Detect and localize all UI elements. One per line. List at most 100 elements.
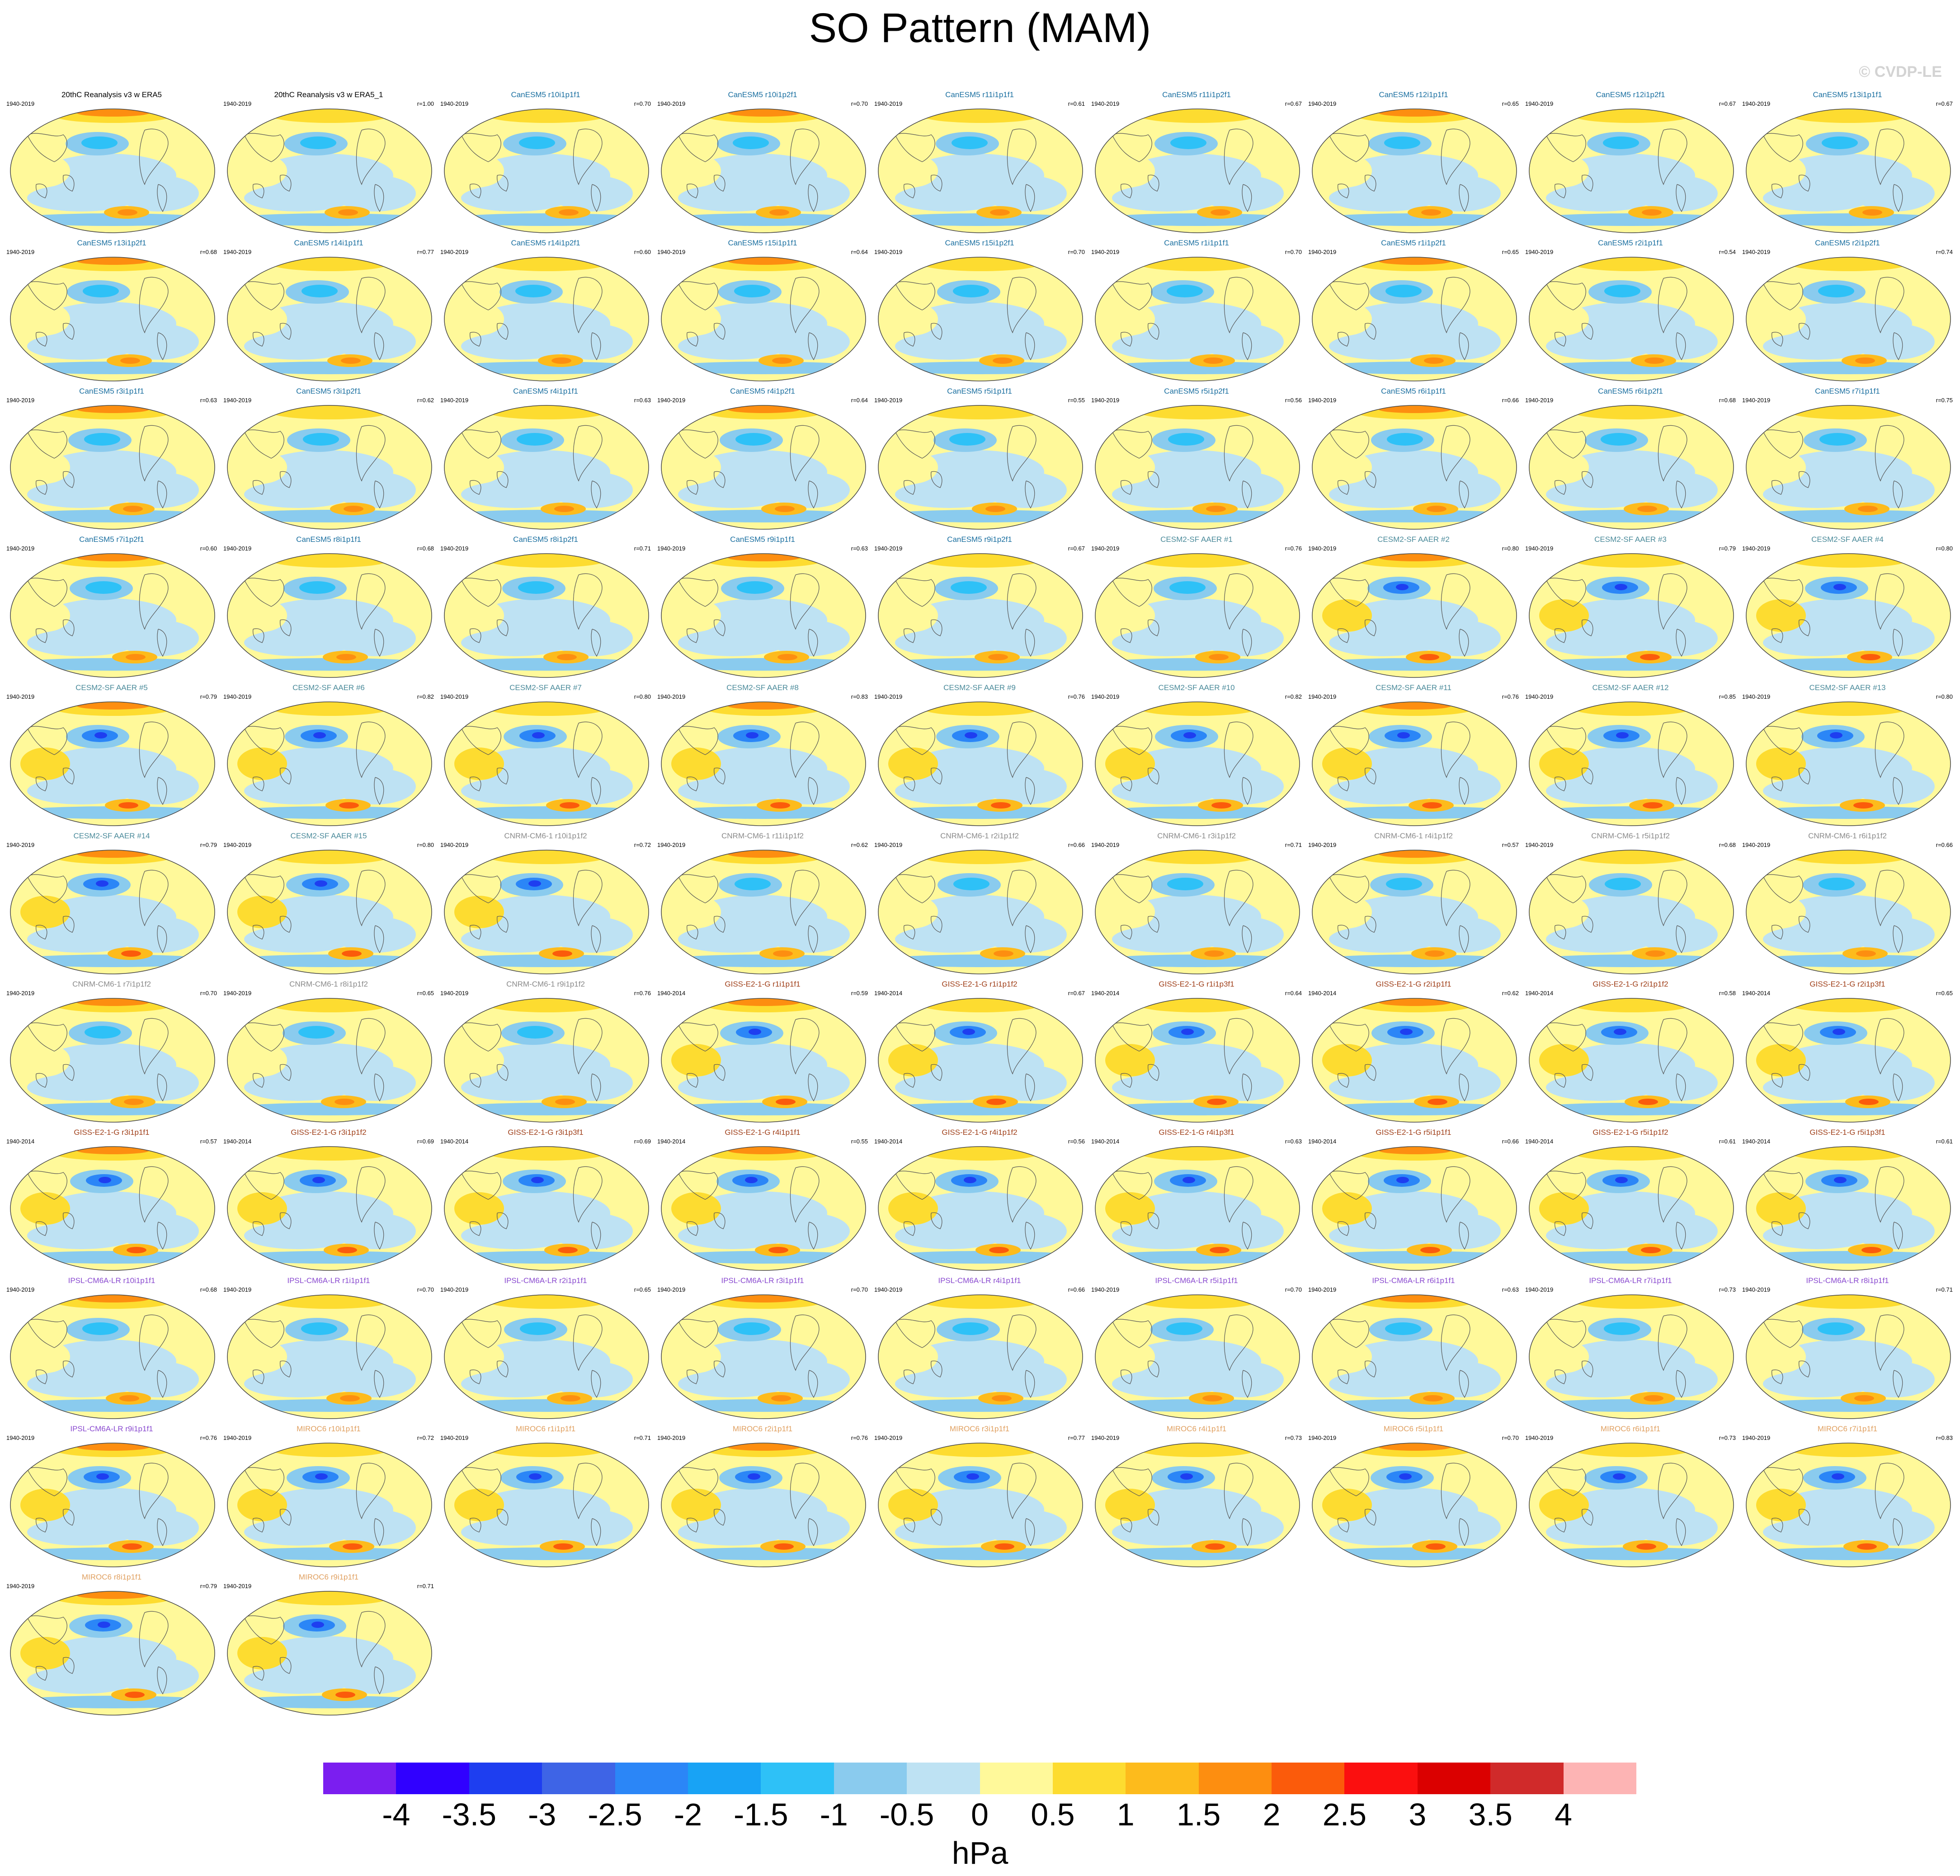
- continent-outline: [687, 1221, 698, 1236]
- negative-anomaly-band: [1636, 620, 1718, 656]
- map-panel: CanESM5 r2i1p2f1 1940-2019 r=0.74: [1739, 239, 1955, 388]
- negative-anomaly-band: [985, 620, 1067, 656]
- panel-title: CanESM5 r6i1p1f1: [1381, 387, 1446, 395]
- colorbar: [323, 1763, 1637, 1794]
- continent-outline: [1893, 1222, 1903, 1250]
- continent-outline: [1762, 1022, 1803, 1052]
- north-pacific-low-center: [1396, 584, 1409, 590]
- continent-outline: [1224, 1018, 1253, 1075]
- continent-outline: [1893, 925, 1903, 954]
- continent-outline: [1799, 323, 1810, 340]
- panel-title: CESM2-SF AAER #10: [1158, 683, 1235, 692]
- arctic-positive: [271, 554, 389, 568]
- continent-outline: [678, 1319, 718, 1348]
- continent-outline: [139, 277, 169, 334]
- southern-positive-core: [986, 1099, 1006, 1105]
- continent-outline: [461, 133, 501, 162]
- southern-positive-core: [777, 654, 797, 660]
- negative-anomaly-band: [461, 777, 570, 804]
- negative-anomaly-band: [1112, 1074, 1220, 1101]
- map-border: [10, 108, 215, 233]
- continent-outline: [1148, 1360, 1159, 1378]
- continent-outline: [497, 323, 509, 340]
- negative-anomaly-band: [551, 472, 633, 508]
- map-border: [444, 108, 649, 233]
- map-border: [1529, 850, 1734, 974]
- panel-years: 1940-2019: [1308, 100, 1337, 107]
- continent-outline: [1365, 1064, 1376, 1081]
- southern-negative-band: [661, 658, 866, 671]
- panel-years: 1940-2019: [223, 545, 252, 552]
- indian-ocean-positive: [671, 896, 721, 928]
- panel-correlation: r=0.76: [851, 1434, 868, 1441]
- map-border: [10, 553, 215, 678]
- continent-outline: [573, 128, 603, 185]
- map-border: [444, 1146, 649, 1271]
- map-panel: CanESM5 r12i1p1f1 1940-2019 r=0.65: [1305, 90, 1522, 240]
- southern-negative-band: [1529, 1399, 1734, 1412]
- map-border: [1312, 553, 1517, 678]
- negative-anomaly-band: [335, 472, 416, 508]
- map-projection: [1312, 108, 1517, 233]
- continent-outline: [470, 1073, 481, 1088]
- continent-outline: [36, 1221, 47, 1236]
- panel-correlation: r=0.56: [1068, 1138, 1085, 1145]
- panel-title: MIROC6 r2i1p1f1: [732, 1425, 793, 1433]
- panel-correlation: r=0.67: [1068, 545, 1085, 552]
- continent-outline: [27, 1022, 67, 1052]
- continent-outline: [1329, 874, 1369, 903]
- negative-anomaly-band: [768, 917, 850, 953]
- continent-outline: [1441, 1314, 1470, 1371]
- panel-correlation: r=0.63: [1502, 1286, 1519, 1293]
- map-projection: [444, 850, 649, 974]
- negative-anomaly-band: [461, 1370, 570, 1397]
- panel-correlation: r=0.65: [417, 990, 434, 997]
- map-projection: [444, 998, 649, 1123]
- north-pacific-low-center: [315, 880, 327, 887]
- colorbar-tick-label: -3.5: [442, 1797, 497, 1832]
- continent-outline: [63, 916, 75, 933]
- continent-outline: [1772, 776, 1783, 791]
- map-panel: CanESM5 r7i1p2f1 1940-2019 r=0.60: [4, 535, 220, 684]
- panel-years: 1940-2019: [1742, 397, 1771, 404]
- colorbar-swatch: [1490, 1763, 1564, 1794]
- panel-title: CESM2-SF AAER #9: [943, 683, 1016, 692]
- panel-title: CNRM-CM6-1 r2i1p1f2: [940, 832, 1019, 840]
- continent-outline: [573, 1314, 603, 1371]
- indian-ocean-positive: [1539, 303, 1589, 335]
- negative-anomaly-band: [985, 472, 1067, 508]
- negative-anomaly-band: [1202, 620, 1284, 656]
- panel-years: 1940-2019: [223, 1434, 252, 1441]
- colorbar-swatch: [396, 1763, 470, 1794]
- negative-anomaly-band: [118, 1658, 199, 1694]
- southern-negative-band: [1746, 1103, 1951, 1115]
- panel-title: CanESM5 r8i1p1f1: [296, 535, 361, 544]
- continent-outline: [497, 1212, 509, 1229]
- indian-ocean-positive: [888, 303, 938, 335]
- continent-outline: [1007, 721, 1037, 778]
- continent-outline: [1459, 332, 1469, 361]
- continent-outline: [1441, 1018, 1470, 1075]
- north-pacific-low-center: [98, 1622, 110, 1628]
- southern-negative-band: [444, 954, 649, 967]
- panel-years: 1940-2014: [1525, 990, 1554, 997]
- continent-outline: [573, 573, 603, 630]
- southern-negative-band: [1312, 806, 1517, 819]
- continent-outline: [1025, 1073, 1035, 1102]
- panel-years: 1940-2019: [1091, 1286, 1120, 1293]
- map-panel: CNRM-CM6-1 r3i1p1f2 1940-2019 r=0.71: [1088, 832, 1305, 981]
- north-pacific-low-center: [99, 1177, 111, 1183]
- continent-outline: [280, 323, 292, 340]
- continent-outline: [1658, 425, 1687, 482]
- continent-outline: [374, 1222, 384, 1250]
- continent-outline: [1025, 1518, 1035, 1547]
- southern-negative-band: [1095, 362, 1300, 374]
- panel-years: 1940-2014: [657, 990, 686, 997]
- panel-correlation: r=0.79: [200, 1583, 217, 1589]
- continent-outline: [1762, 578, 1803, 607]
- north-pacific-low-core: [1822, 136, 1858, 149]
- indian-ocean-positive: [1322, 1192, 1372, 1225]
- southern-negative-band: [444, 1103, 649, 1115]
- panel-title: MIROC6 r9i1p1f1: [298, 1573, 359, 1581]
- map-projection: [1746, 108, 1951, 233]
